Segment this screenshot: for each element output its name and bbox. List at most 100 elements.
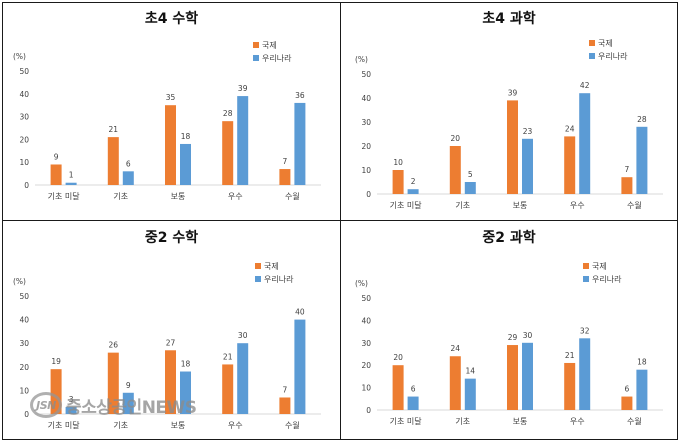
data-label: 30 xyxy=(523,331,533,340)
legend-swatch xyxy=(255,276,261,282)
data-label: 27 xyxy=(166,338,176,347)
bar xyxy=(180,143,191,185)
x-tick-label: 기초 미달 xyxy=(48,421,81,430)
data-label: 28 xyxy=(223,109,233,118)
y-tick-label: 50 xyxy=(361,294,371,303)
data-label: 9 xyxy=(54,152,59,161)
data-label: 6 xyxy=(625,385,630,394)
bar xyxy=(579,93,591,194)
bar xyxy=(165,350,176,414)
y-tick-label: 50 xyxy=(19,292,29,301)
bar xyxy=(621,396,633,410)
data-label: 1 xyxy=(69,171,74,180)
x-tick-label: 보통 xyxy=(171,421,186,430)
data-label: 18 xyxy=(181,132,191,141)
data-label: 7 xyxy=(283,385,288,394)
data-label: 7 xyxy=(625,165,630,174)
data-label: 18 xyxy=(181,360,191,369)
x-tick-label: 보통 xyxy=(513,201,528,210)
data-label: 21 xyxy=(109,125,119,134)
data-label: 39 xyxy=(238,84,248,93)
bar xyxy=(237,343,249,414)
chart-title: 초4 수학 xyxy=(144,11,199,27)
bar xyxy=(579,338,591,410)
bar xyxy=(507,345,518,410)
legend-swatch xyxy=(253,55,259,61)
bar xyxy=(122,392,134,414)
bar xyxy=(564,136,576,194)
data-label: 21 xyxy=(223,352,233,361)
watermark-logo: JSN xyxy=(30,392,62,418)
bar xyxy=(407,396,419,410)
y-tick-label: 20 xyxy=(361,361,371,370)
bar xyxy=(564,362,576,410)
data-label: 6 xyxy=(126,159,131,168)
y-axis-unit: (%) xyxy=(355,279,368,288)
watermark-text: 중소상공인NEWS xyxy=(66,397,197,418)
data-label: 3 xyxy=(69,395,74,404)
y-tick-label: 20 xyxy=(19,135,29,144)
legend-swatch xyxy=(589,40,595,46)
bar xyxy=(294,319,306,414)
y-tick-label: 0 xyxy=(366,190,371,199)
bar-chart-svg: 0 10 20 30 40 50 (%) 9 1 기초 미달 21 6 기초 35 18 보통 28 39 우수 7 3… xyxy=(13,41,321,201)
data-label: 40 xyxy=(295,308,305,317)
y-tick-label: 10 xyxy=(19,386,29,395)
bar xyxy=(222,121,234,185)
legend-label: 우리나라 xyxy=(598,52,628,61)
legend-swatch xyxy=(583,276,589,282)
bar xyxy=(107,352,119,414)
bar xyxy=(507,100,518,194)
y-tick-label: 20 xyxy=(19,363,29,372)
data-label: 30 xyxy=(238,331,248,340)
bar xyxy=(50,369,62,414)
watermark: JSN 중소상공인NEWS xyxy=(30,392,197,418)
bar xyxy=(180,371,191,414)
y-tick-label: 10 xyxy=(19,158,29,167)
bar xyxy=(107,137,119,185)
legend-swatch xyxy=(583,263,589,269)
legend-swatch xyxy=(253,42,259,48)
legend-swatch xyxy=(255,263,261,269)
bar xyxy=(165,105,176,185)
y-tick-label: 0 xyxy=(24,181,29,190)
bar xyxy=(621,177,633,194)
bar xyxy=(407,189,419,194)
y-tick-label: 10 xyxy=(361,166,371,175)
bar-chart-svg: 0 10 20 30 40 50 (%) 20 6 기초 미달 24 14 기초 29 30 보통 21 32 우수… xyxy=(355,262,663,426)
bar xyxy=(522,138,533,194)
x-tick-label: 기초 xyxy=(113,192,128,201)
x-tick-label: 기초 xyxy=(455,201,470,210)
data-label: 2 xyxy=(411,177,416,186)
x-tick-label: 우수 xyxy=(570,417,585,426)
bar-chart-svg: 0 10 20 30 40 50 (%) 19 3 기초 미달 26 9 기초 27 18 보통 21 30 우수 7… xyxy=(13,262,321,430)
bar xyxy=(392,365,404,410)
bar-chart-svg: 0 10 20 30 40 50 (%) 10 2 기초 미달 20 5 기초 39 23 보통 24 42 우수 7… xyxy=(355,39,663,210)
y-tick-label: 50 xyxy=(361,70,371,79)
bar xyxy=(65,406,77,414)
bar xyxy=(279,169,291,185)
x-tick-label: 보통 xyxy=(513,417,528,426)
data-label: 39 xyxy=(508,88,518,97)
legend-label: 국제 xyxy=(262,41,277,50)
chart-panel-grade8-science: 중2 과학 0 10 20 30 40 50 (%) 20 6 기초 미달 24 14 기초 29 30 보통… xyxy=(340,220,678,440)
data-label: 21 xyxy=(565,351,575,360)
x-tick-label: 수월 xyxy=(285,420,300,430)
y-tick-label: 0 xyxy=(366,406,371,415)
data-label: 28 xyxy=(637,115,647,124)
bar xyxy=(279,397,291,414)
data-label: 35 xyxy=(166,93,176,102)
data-label: 6 xyxy=(411,385,416,394)
y-tick-label: 40 xyxy=(361,94,371,103)
x-tick-label: 우수 xyxy=(228,421,243,430)
bar xyxy=(222,364,234,414)
x-tick-label: 수월 xyxy=(285,191,300,201)
data-label: 29 xyxy=(508,333,518,342)
y-tick-label: 20 xyxy=(361,142,371,151)
chart-title: 중2 과학 xyxy=(482,230,536,246)
legend-label: 우리나라 xyxy=(264,275,294,284)
data-label: 14 xyxy=(466,367,476,376)
legend-swatch xyxy=(589,53,595,59)
chart-panel-grade4-math: 초4 수학 0 10 20 30 40 50 (%) 9 1 기초 미달 21 6 기초 35 18 보통 28… xyxy=(2,2,341,221)
bar xyxy=(636,369,648,410)
